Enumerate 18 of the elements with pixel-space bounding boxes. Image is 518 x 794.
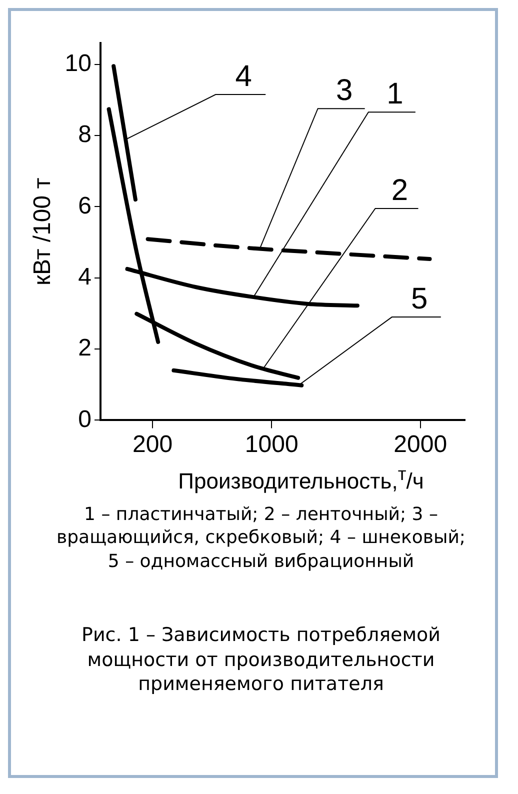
y-tick-label: 4: [78, 263, 92, 290]
y-tick-label: 2: [78, 334, 92, 362]
text: 3: [336, 74, 353, 107]
x-tick-label: 2000: [394, 431, 448, 458]
text: 1 – пластинчатый; 2 – ленточный; 3 – вращающийся, скребковый; 4 – шнековый; 5 – одномассный вибрационный: [56, 503, 466, 574]
y-axis-title: кВт /100 т: [29, 178, 56, 286]
text: 5: [411, 282, 428, 316]
y-tick-label: 6: [78, 192, 92, 220]
x-tick-label: 1000: [244, 431, 298, 458]
y-tick-label: 10: [64, 50, 92, 77]
x-tick-label: 200: [132, 431, 173, 458]
text: 2: [391, 174, 408, 207]
text: Рис. 1 – Зависимость потребляемой мощности от производительности применяемого питателя: [80, 623, 442, 698]
x-axis-title: Производительность,$^{т}$/ч: [177, 463, 425, 494]
text: 4: [235, 60, 252, 93]
y-tick-label: 0: [78, 406, 92, 433]
y-tick-label: 8: [78, 121, 92, 148]
text: 1: [386, 77, 404, 110]
